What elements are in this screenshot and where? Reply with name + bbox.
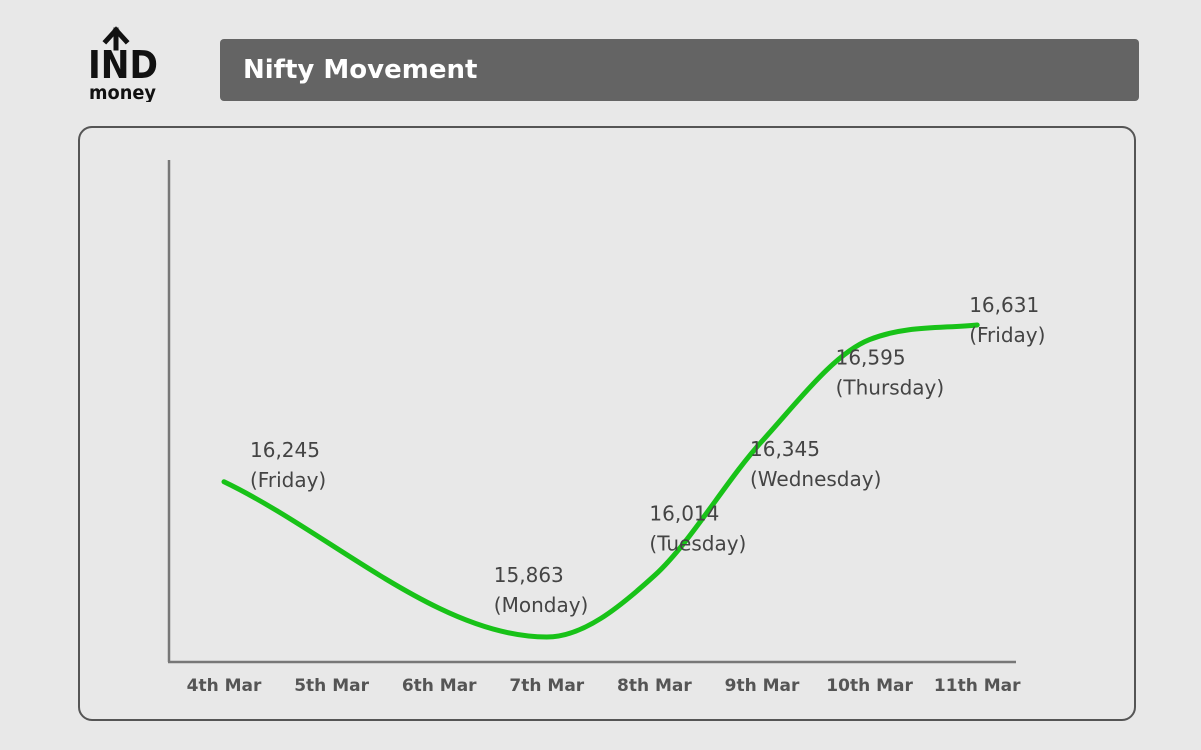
- chart-panel: [78, 126, 1136, 721]
- data-day-label: (Monday): [494, 593, 589, 617]
- logo-text-money: money: [89, 82, 157, 102]
- logo-text-ind: IND: [88, 43, 158, 87]
- data-value-label: 16,245: [250, 438, 320, 462]
- x-tick-label: 10th Mar: [826, 676, 913, 696]
- x-tick-label: 6th Mar: [402, 676, 477, 696]
- data-value-label: 16,014: [649, 502, 719, 526]
- data-value-label: 16,595: [836, 346, 906, 370]
- x-tick-label: 11th Mar: [934, 676, 1021, 696]
- data-day-label: (Friday): [969, 323, 1045, 347]
- data-value-label: 16,345: [750, 437, 820, 461]
- data-day-label: (Friday): [250, 468, 326, 492]
- x-tick-label: 8th Mar: [617, 676, 692, 696]
- logo-arrow-icon: [102, 26, 130, 51]
- data-day-label: (Thursday): [836, 376, 945, 400]
- x-tick-label: 5th Mar: [294, 676, 369, 696]
- indmoney-logo-graphic: IND money: [88, 26, 158, 102]
- data-value-label: 15,863: [494, 563, 564, 587]
- nifty-series-line: [221, 322, 980, 640]
- indmoney-logo: IND money: [86, 26, 166, 102]
- x-tick-label: 7th Mar: [509, 676, 584, 696]
- chart-title: Nifty Movement: [243, 55, 478, 85]
- data-day-label: (Wednesday): [750, 467, 881, 491]
- data-value-label: 16,631: [969, 293, 1039, 317]
- x-tick-label: 4th Mar: [187, 676, 262, 696]
- x-tick-label: 9th Mar: [725, 676, 800, 696]
- data-day-label: (Tuesday): [649, 532, 746, 556]
- chart-title-bar: Nifty Movement: [220, 39, 1139, 101]
